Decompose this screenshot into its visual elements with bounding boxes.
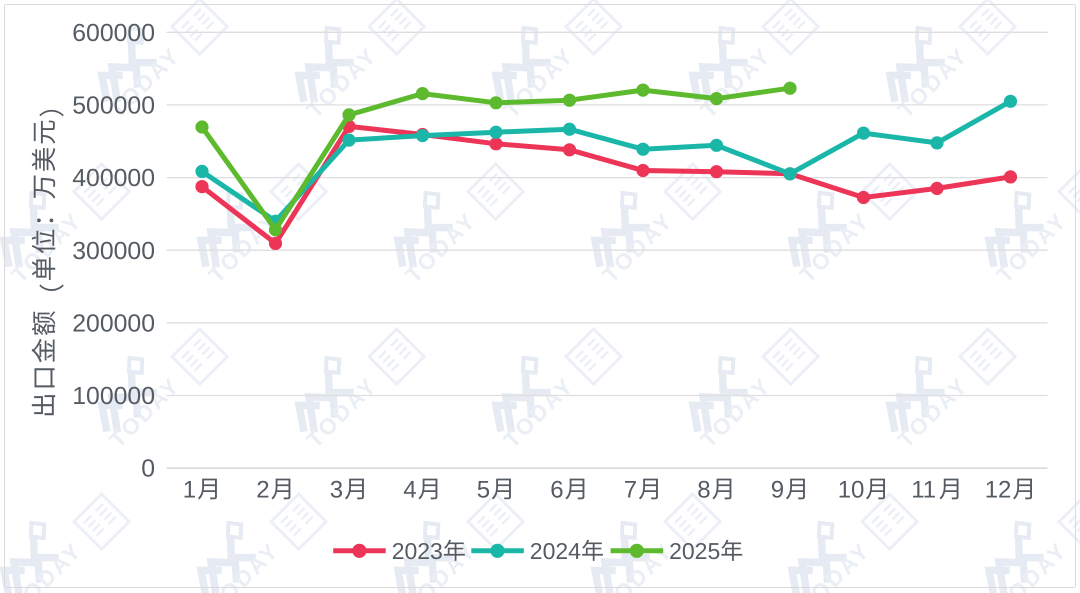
- svg-text:4: 4: [403, 477, 416, 504]
- svg-text:8: 8: [697, 477, 710, 504]
- svg-text:2023: 2023: [392, 538, 443, 564]
- svg-text:7: 7: [624, 477, 637, 504]
- svg-text:3: 3: [330, 477, 343, 504]
- svg-text:12: 12: [985, 477, 1012, 504]
- svg-text:10: 10: [838, 477, 865, 504]
- svg-text:1: 1: [183, 477, 196, 504]
- svg-text:100000: 100000: [72, 383, 155, 410]
- svg-text:2025: 2025: [669, 538, 720, 564]
- svg-text:500000: 500000: [72, 92, 155, 119]
- svg-text:300000: 300000: [72, 238, 155, 265]
- svg-text:2: 2: [256, 477, 269, 504]
- svg-text:200000: 200000: [72, 310, 155, 337]
- svg-text:5: 5: [477, 477, 490, 504]
- svg-text:400000: 400000: [72, 165, 155, 192]
- svg-text:600000: 600000: [72, 20, 155, 47]
- svg-text:0: 0: [141, 456, 155, 483]
- svg-text:9: 9: [771, 477, 784, 504]
- svg-text:2024: 2024: [530, 538, 581, 564]
- svg-text:11: 11: [911, 477, 936, 504]
- svg-text:6: 6: [550, 477, 563, 504]
